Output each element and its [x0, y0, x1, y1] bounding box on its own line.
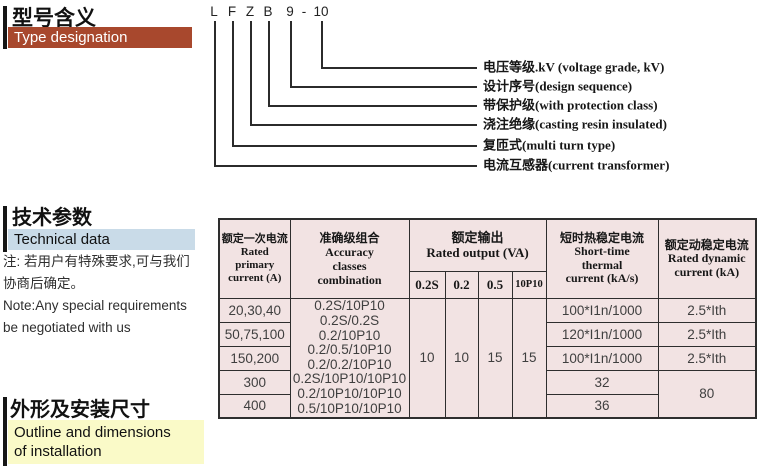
cell-primary-current-2: 50,75,100: [218, 321, 291, 347]
type-designation-title-en: Type designation: [8, 27, 192, 48]
branch-line-horizontal: [321, 67, 477, 69]
type-code-char: 9: [286, 4, 294, 19]
header-subcol-02: 0.2: [444, 270, 479, 299]
technical-data-accent-bar: [3, 206, 7, 252]
cell-primary-current-5: 400: [218, 393, 291, 419]
technical-data-note: 注: 若用户有特殊要求,可与我们 协商后确定。 Note:Any special…: [3, 254, 190, 335]
header-subcol-05: 0.5: [477, 270, 513, 299]
branch-label: 电流互感器(current transformer): [483, 157, 670, 173]
type-code-char: -: [301, 4, 307, 19]
cell-accuracy-combinations: 0.2S/10P10 0.2S/0.2S 0.2/10P10 0.2/0.5/1…: [289, 297, 410, 419]
technical-data-title-zh: 技术参数: [12, 207, 92, 229]
cell-output-02: 10: [444, 297, 479, 419]
header-rated-output: 额定输出 Rated output (VA): [408, 218, 547, 272]
technical-data-table: 额定一次电流 Rated primary current (A) 准确级组合 A…: [218, 218, 758, 419]
cell-dynamic-4-5: 80: [657, 369, 757, 419]
header-rated-primary-current: 额定一次电流 Rated primary current (A): [218, 218, 291, 299]
branch-line-vertical: [268, 21, 270, 105]
branch-line-horizontal: [268, 105, 477, 107]
cell-thermal-1: 100*I1n/1000: [545, 297, 659, 323]
header-subcol-02s: 0.2S: [408, 270, 446, 299]
type-designation-accent-bar: [3, 6, 7, 49]
cell-dynamic-3: 2.5*Ith: [657, 345, 757, 371]
technical-data-title-en: Technical data: [8, 229, 195, 250]
cell-primary-current-4: 300: [218, 369, 291, 395]
cell-thermal-4: 32: [545, 369, 659, 395]
branch-line-horizontal: [290, 86, 477, 88]
branch-line-vertical: [232, 21, 234, 145]
cell-output-05: 15: [477, 297, 513, 419]
branch-line-horizontal: [232, 145, 477, 147]
cell-dynamic-1: 2.5*Ith: [657, 297, 757, 323]
header-accuracy-classes: 准确级组合 Accuracy classes combination: [289, 218, 410, 299]
cell-thermal-5: 36: [545, 393, 659, 419]
header-rated-dynamic: 额定动稳定电流 Rated dynamic current (kA): [657, 218, 757, 299]
type-code-char: 10: [313, 4, 329, 19]
outline-title-en: Outline and dimensions of installation: [8, 420, 204, 464]
header-short-time-thermal: 短时热稳定电流 Short-time thermal current (kA/s…: [545, 218, 659, 299]
type-designation-title-zh: 型号含义: [12, 7, 96, 30]
cell-primary-current-3: 150,200: [218, 345, 291, 371]
outline-accent-bar: [3, 397, 7, 466]
cell-dynamic-2: 2.5*Ith: [657, 321, 757, 347]
branch-label: 复匝式(multi turn type): [483, 137, 616, 153]
cell-primary-current-1: 20,30,40: [218, 297, 291, 323]
branch-label: 浇注绝缘(casting resin insulated): [483, 116, 667, 132]
branch-line-vertical: [321, 21, 323, 67]
cell-thermal-3: 100*I1n/1000: [545, 345, 659, 371]
branch-label: 带保护级(with protection class): [483, 97, 658, 113]
branch-line-horizontal: [214, 165, 477, 167]
branch-line-vertical: [214, 21, 216, 165]
branch-label: 设计序号(design sequence): [483, 78, 633, 94]
branch-label: 电压等级.kV (voltage grade, kV): [483, 59, 665, 75]
header-subcol-10p10: 10P10: [511, 270, 547, 299]
branch-line-horizontal: [250, 124, 477, 126]
type-code-char: B: [263, 4, 273, 19]
outline-title-zh: 外形及安装尺寸: [10, 399, 150, 421]
cell-output-10p10: 15: [511, 297, 547, 419]
branch-line-vertical: [290, 21, 292, 86]
type-code-char: F: [227, 4, 237, 19]
branch-line-vertical: [250, 21, 252, 124]
type-code-char: Z: [245, 4, 255, 19]
type-code-char: L: [210, 4, 218, 19]
cell-thermal-2: 120*I1n/1000: [545, 321, 659, 347]
cell-output-02s: 10: [408, 297, 446, 419]
